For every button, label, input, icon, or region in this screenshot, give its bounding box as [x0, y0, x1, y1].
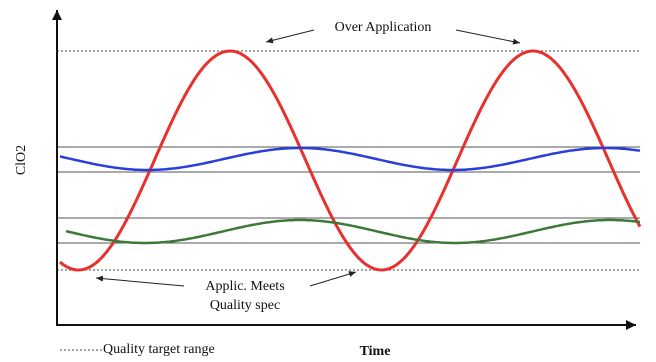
- y-axis-label: ClO2: [14, 145, 29, 175]
- blue-curve: [59, 146, 641, 172]
- green-curve: [65, 218, 641, 245]
- over-application-label: Over Application: [335, 20, 432, 35]
- arrow: [265, 29, 315, 44]
- red-curve: [59, 49, 642, 272]
- meets-label-line2: Quality spec: [210, 298, 280, 313]
- meets-label-line1: Applic. Meets: [205, 279, 284, 294]
- arrow: [455, 29, 521, 45]
- legend-label: Quality target range: [103, 342, 215, 357]
- x-axis-label: Time: [360, 344, 391, 359]
- arrow: [95, 275, 185, 287]
- arrow: [309, 271, 357, 287]
